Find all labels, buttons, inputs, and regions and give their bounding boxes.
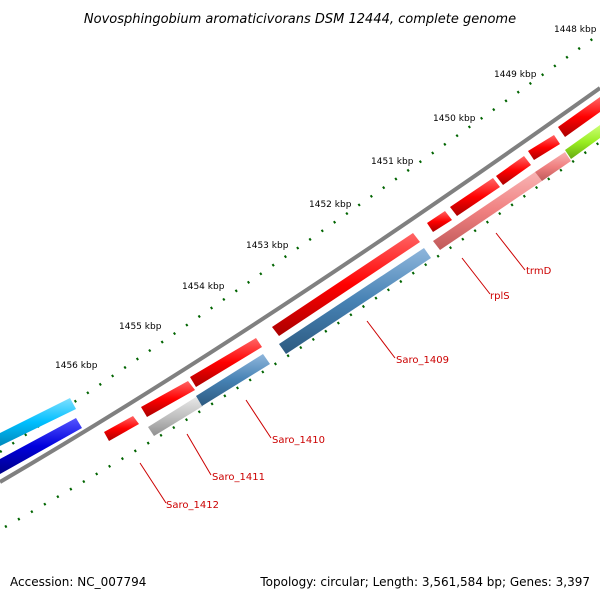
gene-feature[interactable]	[565, 125, 600, 159]
outer-ruler-dots	[0, 33, 599, 454]
gene-label[interactable]: trmD	[526, 266, 552, 277]
gene-label[interactable]: Saro_1410	[272, 435, 325, 446]
gene-feature[interactable]	[148, 397, 203, 436]
gene-feature[interactable]	[141, 381, 195, 417]
gene-feature[interactable]	[450, 178, 500, 216]
gene-feature[interactable]	[433, 172, 542, 250]
tick-label: 1450 kbp	[433, 114, 476, 124]
gene-label[interactable]: rplS	[490, 291, 510, 302]
tick-label: 1449 kbp	[494, 70, 537, 80]
gene-feature[interactable]	[0, 418, 82, 474]
genome-backbone	[0, 86, 600, 484]
reverse-strand-genes	[0, 125, 600, 474]
gene-label[interactable]: Saro_1412	[166, 500, 219, 511]
inner-ruler-dots	[4, 140, 600, 529]
gene-feature[interactable]	[528, 135, 560, 160]
forward-strand-genes	[0, 97, 600, 446]
gene-feature[interactable]	[190, 338, 262, 387]
accession-text: Accession: NC_007794	[10, 575, 146, 589]
gene-label[interactable]: Saro_1409	[396, 355, 449, 366]
ruler-tick-labels: 1448 kbp 1449 kbp 1450 kbp 1451 kbp 1452…	[55, 25, 597, 371]
tick-label: 1454 kbp	[182, 282, 225, 292]
gene-feature[interactable]	[104, 416, 139, 441]
gene-feature[interactable]	[535, 152, 571, 181]
gene-feature[interactable]	[196, 354, 270, 406]
tick-label: 1451 kbp	[371, 157, 414, 167]
gene-feature[interactable]	[272, 233, 420, 336]
tick-label: 1448 kbp	[554, 25, 597, 35]
map-title: Novosphingobium aromaticivorans DSM 1244…	[84, 12, 516, 27]
gene-feature[interactable]	[558, 97, 600, 137]
tick-label: 1453 kbp	[246, 241, 289, 251]
tick-label: 1456 kbp	[55, 361, 98, 371]
gene-feature[interactable]	[427, 211, 452, 232]
gene-labels: trmD rplS Saro_1409 Saro_1410 Saro_1411 …	[166, 266, 552, 511]
genome-summary-text: Topology: circular; Length: 3,561,584 bp…	[259, 575, 590, 589]
gene-feature[interactable]	[0, 398, 76, 446]
gene-label-leaders	[139, 232, 526, 504]
gene-label[interactable]: Saro_1411	[212, 472, 265, 483]
gene-feature[interactable]	[279, 248, 431, 354]
tick-label: 1452 kbp	[309, 200, 352, 210]
tick-label: 1455 kbp	[119, 322, 162, 332]
gene-feature[interactable]	[496, 156, 531, 185]
